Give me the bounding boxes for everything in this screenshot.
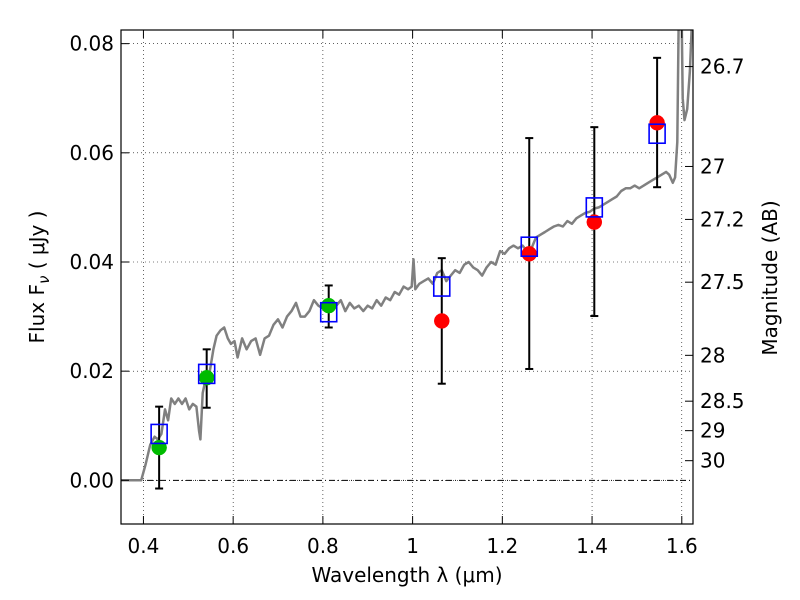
plot-frame bbox=[120, 29, 694, 525]
model-square-marker bbox=[150, 423, 168, 445]
model-square-marker bbox=[648, 123, 666, 145]
spectrum-line bbox=[121, 30, 693, 482]
photometry-point bbox=[649, 115, 665, 131]
y-tick-label: 0.04 bbox=[69, 250, 114, 274]
photometry-point bbox=[434, 313, 450, 329]
magnitude-tick-label: 29 bbox=[700, 419, 725, 443]
model-square-marker bbox=[197, 363, 216, 385]
x-tick-label: 0.6 bbox=[217, 534, 249, 558]
photometry-point bbox=[320, 297, 337, 314]
model-square-marker bbox=[585, 197, 604, 218]
photometry-point bbox=[151, 439, 167, 456]
magnitude-tick-label: 26.7 bbox=[700, 55, 745, 79]
grid bbox=[121, 30, 693, 524]
x-tick-label: 0.4 bbox=[128, 534, 160, 558]
model-square-marker bbox=[520, 236, 539, 258]
magnitude-tick-label: 28.5 bbox=[700, 389, 745, 413]
x-axis-title: Wavelength λ (μm) bbox=[311, 563, 502, 587]
spectrum bbox=[121, 30, 693, 482]
photometry-point bbox=[521, 246, 538, 262]
magnitude-tick-label: 30 bbox=[700, 449, 725, 473]
magnitude-tick-label: 27.2 bbox=[700, 207, 745, 231]
y-axis-title-units: ( μJy ) bbox=[25, 211, 49, 276]
y-axis-title: Flux Fν ( μJy ) bbox=[25, 211, 53, 344]
model-square-marker bbox=[432, 276, 451, 297]
y-tick-label: 0.08 bbox=[69, 32, 114, 56]
data-markers bbox=[150, 115, 666, 456]
y-tick-label: 0.02 bbox=[69, 359, 114, 383]
y-tick-label: 0.06 bbox=[69, 141, 114, 165]
x-tick-label: 1.2 bbox=[486, 534, 518, 558]
x-tick-label: 1 bbox=[406, 534, 419, 558]
y-axis-title-subscript: ν bbox=[35, 276, 53, 284]
error-bars bbox=[155, 56, 662, 490]
x-tick-label: 1.6 bbox=[666, 534, 698, 558]
model-square-marker bbox=[319, 301, 338, 323]
x-tick-label: 1.4 bbox=[576, 534, 608, 558]
magnitude-tick-label: 27 bbox=[700, 154, 725, 178]
magnitude-tick-label: 27.5 bbox=[700, 270, 745, 294]
magnitude-tick-label: 28 bbox=[700, 343, 725, 367]
x-tick-label: 0.8 bbox=[307, 534, 339, 558]
photometry-point bbox=[586, 214, 603, 230]
y-tick-label: 0.00 bbox=[69, 468, 114, 492]
right-axis-title: Magnitude (AB) bbox=[758, 200, 782, 355]
axis-ticks: 0.4 0.6 0.8 1 1.2 1.4 1.6 0.00 0.02 0.04 0.06 0.08 2… bbox=[69, 30, 745, 558]
